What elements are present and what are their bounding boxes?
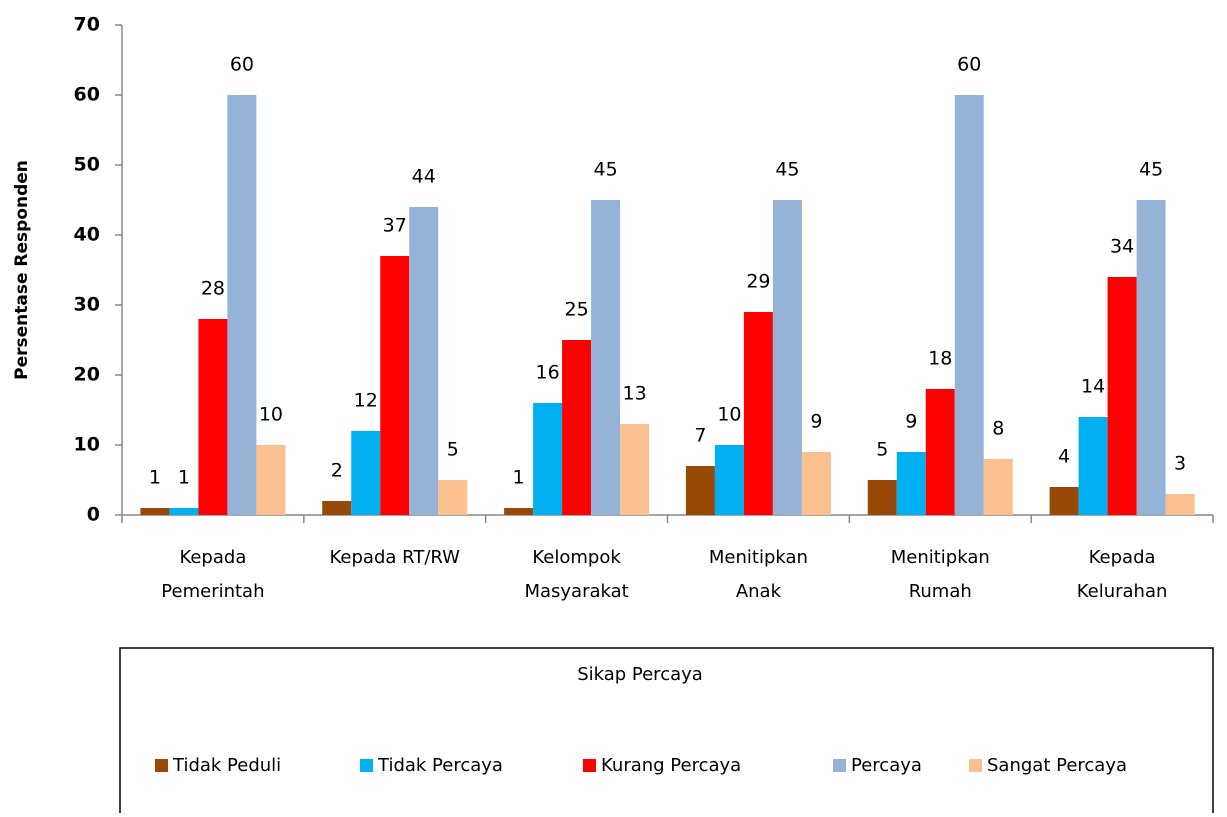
value-label: 28 xyxy=(201,278,225,300)
bar xyxy=(714,445,744,515)
value-label: 10 xyxy=(259,404,283,426)
y-tick-label: 30 xyxy=(74,294,100,316)
y-tick-label: 50 xyxy=(74,154,100,176)
bar xyxy=(925,389,955,515)
bar xyxy=(1136,200,1166,515)
x-tick-label: Menitipkan Rumah xyxy=(890,547,990,602)
legend-label: Tidak Peduli xyxy=(172,755,281,776)
x-tick-label-box: Kepada Pemerintah xyxy=(161,547,265,602)
bar xyxy=(685,466,715,515)
x-tick-label: Kepada Kelurahan xyxy=(1076,547,1168,602)
bar xyxy=(322,501,352,515)
value-label: 1 xyxy=(178,467,190,489)
value-label: 60 xyxy=(230,54,254,76)
bar xyxy=(169,508,199,515)
bar xyxy=(591,200,621,515)
value-label: 9 xyxy=(810,411,822,433)
value-label: 9 xyxy=(905,411,917,433)
bar xyxy=(198,319,228,515)
value-label: 34 xyxy=(1110,236,1134,258)
x-tick-label: Menitipkan Anak xyxy=(708,547,808,602)
x-axis-label: Sikap Percaya xyxy=(577,664,703,685)
bar xyxy=(1107,277,1137,515)
value-label: 13 xyxy=(622,383,646,405)
x-tick-label-box: Menitipkan Anak xyxy=(708,547,808,602)
bar xyxy=(438,480,468,515)
value-label: 1 xyxy=(513,467,525,489)
legend-swatch xyxy=(155,759,168,772)
value-label: 1 xyxy=(149,467,161,489)
legend-swatch xyxy=(583,759,596,772)
value-label: 37 xyxy=(383,215,407,237)
value-label: 44 xyxy=(412,166,436,188)
x-tick-label-box: Menitipkan Rumah xyxy=(890,547,990,602)
y-tick-label: 20 xyxy=(74,364,100,386)
value-label: 29 xyxy=(746,271,770,293)
bar xyxy=(896,452,926,515)
value-label: 25 xyxy=(564,299,588,321)
bar xyxy=(743,312,773,515)
y-axis-label: Persentase Responden xyxy=(12,160,32,380)
value-label: 5 xyxy=(447,439,459,461)
y-tick-label: 70 xyxy=(74,14,100,36)
value-label: 18 xyxy=(928,348,952,370)
bar xyxy=(772,200,802,515)
value-label: 10 xyxy=(717,404,741,426)
legend-box xyxy=(119,647,1214,817)
bar xyxy=(504,508,534,515)
legend-swatch xyxy=(969,759,982,772)
value-label: 45 xyxy=(1139,159,1163,181)
bar xyxy=(409,207,439,515)
bar xyxy=(227,95,257,515)
y-tick-label: 10 xyxy=(74,434,100,456)
x-tick-label-box: Kepada Kelurahan xyxy=(1076,547,1168,602)
value-label: 3 xyxy=(1174,453,1186,475)
value-label: 60 xyxy=(957,54,981,76)
x-tick-label: Kepada Pemerintah xyxy=(161,547,265,602)
y-tick-label: 0 xyxy=(87,504,100,526)
value-label: 5 xyxy=(876,439,888,461)
bar xyxy=(256,445,286,515)
bar xyxy=(801,452,831,515)
value-label: 16 xyxy=(535,362,559,384)
bar xyxy=(140,508,170,515)
value-label: 12 xyxy=(354,390,378,412)
x-tick-label-box: Kelompok Masyarakat xyxy=(524,547,629,602)
bar xyxy=(1078,417,1108,515)
bar xyxy=(533,403,563,515)
legend-label: Percaya xyxy=(851,755,922,776)
legend-label: Sangat Percaya xyxy=(987,755,1127,776)
value-label: 45 xyxy=(593,159,617,181)
value-label: 14 xyxy=(1081,376,1105,398)
legend-label: Tidak Percaya xyxy=(377,755,503,776)
legend-label: Kurang Percaya xyxy=(601,755,741,776)
bar xyxy=(867,480,897,515)
value-label: 4 xyxy=(1058,446,1070,468)
value-label: 45 xyxy=(775,159,799,181)
legend-swatch xyxy=(360,759,373,772)
value-label: 7 xyxy=(694,425,706,447)
bar xyxy=(1049,487,1079,515)
x-tick-label: Kelompok Masyarakat xyxy=(524,547,629,602)
legend-swatch xyxy=(833,759,846,772)
value-label: 2 xyxy=(331,460,343,482)
bar xyxy=(562,340,592,515)
bar xyxy=(351,431,381,515)
value-label: 8 xyxy=(992,418,1004,440)
bar xyxy=(954,95,984,515)
y-tick-label: 40 xyxy=(74,224,100,246)
y-tick-label: 60 xyxy=(74,84,100,106)
bar xyxy=(620,424,650,515)
bar xyxy=(1165,494,1195,515)
x-tick-label-box: Kepada RT/RW xyxy=(329,547,460,568)
bar xyxy=(983,459,1013,515)
bar xyxy=(380,256,410,515)
x-tick-label: Kepada RT/RW xyxy=(329,547,460,568)
